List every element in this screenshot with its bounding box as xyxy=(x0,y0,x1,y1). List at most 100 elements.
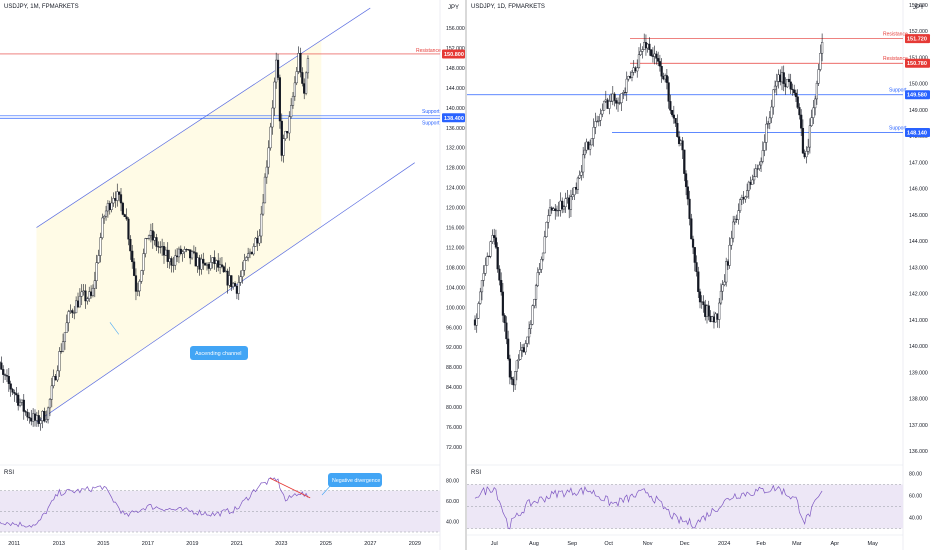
right-unit-label: JPY xyxy=(913,5,924,11)
daily-candle-body xyxy=(769,118,771,123)
daily-candle-body xyxy=(607,100,609,109)
daily-candle-body xyxy=(732,222,734,238)
left-price-tick: 112.000 xyxy=(446,245,464,251)
monthly-candle-body xyxy=(156,237,158,246)
left-price-tick: 92.000 xyxy=(446,345,462,351)
monthly-candle-body xyxy=(40,421,42,424)
monthly-candle-body xyxy=(204,263,206,265)
monthly-candle-body xyxy=(221,265,223,267)
monthly-candle-body xyxy=(4,375,6,376)
daily-candle-body xyxy=(518,359,520,360)
daily-candle-body xyxy=(736,219,738,220)
daily-candle-body xyxy=(758,165,760,169)
monthly-candle-body xyxy=(206,264,208,265)
right-support-label-1: Support xyxy=(889,88,907,94)
daily-candle-body xyxy=(731,238,733,245)
monthly-candle-body xyxy=(212,257,214,262)
daily-candle-body xyxy=(774,86,776,90)
daily-candle-body xyxy=(772,90,774,107)
daily-candle-body xyxy=(661,66,663,76)
monthly-candle-body xyxy=(137,291,139,292)
monthly-candle-body xyxy=(114,198,116,200)
right-price-tick: 144.000 xyxy=(909,239,928,245)
monthly-candle-body xyxy=(133,262,135,276)
daily-candle-body xyxy=(640,51,642,54)
left-year-tick: 2013 xyxy=(53,541,65,547)
left-resistance-value: 150.800 xyxy=(444,52,464,58)
daily-candle-body xyxy=(685,174,687,187)
daily-candle-body xyxy=(493,235,495,237)
right-price-tick: 140.000 xyxy=(909,344,928,350)
monthly-candle-body xyxy=(262,203,264,214)
right-price-tick: 142.000 xyxy=(909,292,928,298)
daily-candle-body xyxy=(598,120,600,121)
right-month-tick: 2024 xyxy=(718,541,730,547)
daily-candle-body xyxy=(488,256,490,257)
monthly-candle-body xyxy=(242,270,244,277)
daily-candle-body xyxy=(537,272,539,285)
daily-candle-body xyxy=(533,299,535,305)
left-price-ticks: 156.000152.000148.000144.000140.000136.0… xyxy=(446,26,465,451)
daily-candle-body xyxy=(504,315,506,322)
monthly-candle-body xyxy=(73,313,75,314)
daily-candle-body xyxy=(512,379,514,385)
daily-candle-body xyxy=(612,94,614,101)
left-symbol-title: USDJPY, 1M, FPMARKETS xyxy=(4,4,79,10)
monthly-candle-body xyxy=(251,252,253,254)
daily-candle-body xyxy=(729,245,731,265)
monthly-candle-body xyxy=(150,231,152,236)
left-price-tick: 96.000 xyxy=(446,325,462,331)
left-year-tick: 2021 xyxy=(231,541,243,547)
daily-candle-body xyxy=(591,138,593,144)
monthly-candle-body xyxy=(124,214,126,216)
monthly-candle-body xyxy=(180,249,182,254)
monthly-candle-body xyxy=(27,412,29,417)
monthly-candle-body xyxy=(68,312,70,323)
monthly-candle-body xyxy=(234,283,236,286)
right-support-value-1: 149.580 xyxy=(907,93,927,99)
daily-candle-body xyxy=(792,89,794,90)
daily-candle-body xyxy=(614,94,616,100)
daily-candle-body xyxy=(542,253,544,259)
monthly-candle-body xyxy=(236,286,238,293)
daily-candle-body xyxy=(748,182,750,190)
left-year-tick: 2025 xyxy=(320,541,332,547)
right-price-tick: 136.000 xyxy=(909,449,928,455)
monthly-candle-body xyxy=(167,250,169,262)
daily-chart-svg[interactable]: ResistanceResistanceSupportSupport153.00… xyxy=(467,0,932,550)
monthly-candle-body xyxy=(105,211,107,216)
daily-candle-body xyxy=(603,101,605,110)
daily-candle-body xyxy=(593,127,595,138)
right-month-tick: Aug xyxy=(529,541,539,547)
daily-candle-body xyxy=(516,361,518,372)
daily-candle-body xyxy=(811,118,813,126)
monthly-candle-body xyxy=(225,271,227,272)
left-rsi-label: RSI xyxy=(4,470,14,476)
right-month-tick: May xyxy=(868,541,879,547)
daily-candle-body xyxy=(532,306,534,324)
right-price-tick: 137.000 xyxy=(909,423,928,429)
daily-candle-body xyxy=(656,54,658,58)
daily-candle-body xyxy=(553,209,555,211)
monthly-candle-body xyxy=(197,258,199,266)
daily-candle-body xyxy=(633,68,635,73)
monthly-candle-body xyxy=(30,418,32,421)
daily-candle-body xyxy=(582,155,584,172)
daily-candle-body xyxy=(615,100,617,103)
daily-candle-body xyxy=(539,269,541,272)
monthly-candle-body xyxy=(301,72,303,83)
monthly-candle-body xyxy=(230,276,232,287)
daily-candle-body xyxy=(492,235,494,241)
monthly-candle-body xyxy=(128,219,130,239)
monthly-candle-body xyxy=(12,389,14,392)
daily-candle-body xyxy=(683,150,685,174)
daily-candle-body xyxy=(622,92,624,93)
monthly-candle-body xyxy=(202,259,204,263)
monthly-candle-body xyxy=(178,249,180,257)
monthly-candle-body xyxy=(232,283,234,287)
monthly-candle-body xyxy=(75,301,77,313)
